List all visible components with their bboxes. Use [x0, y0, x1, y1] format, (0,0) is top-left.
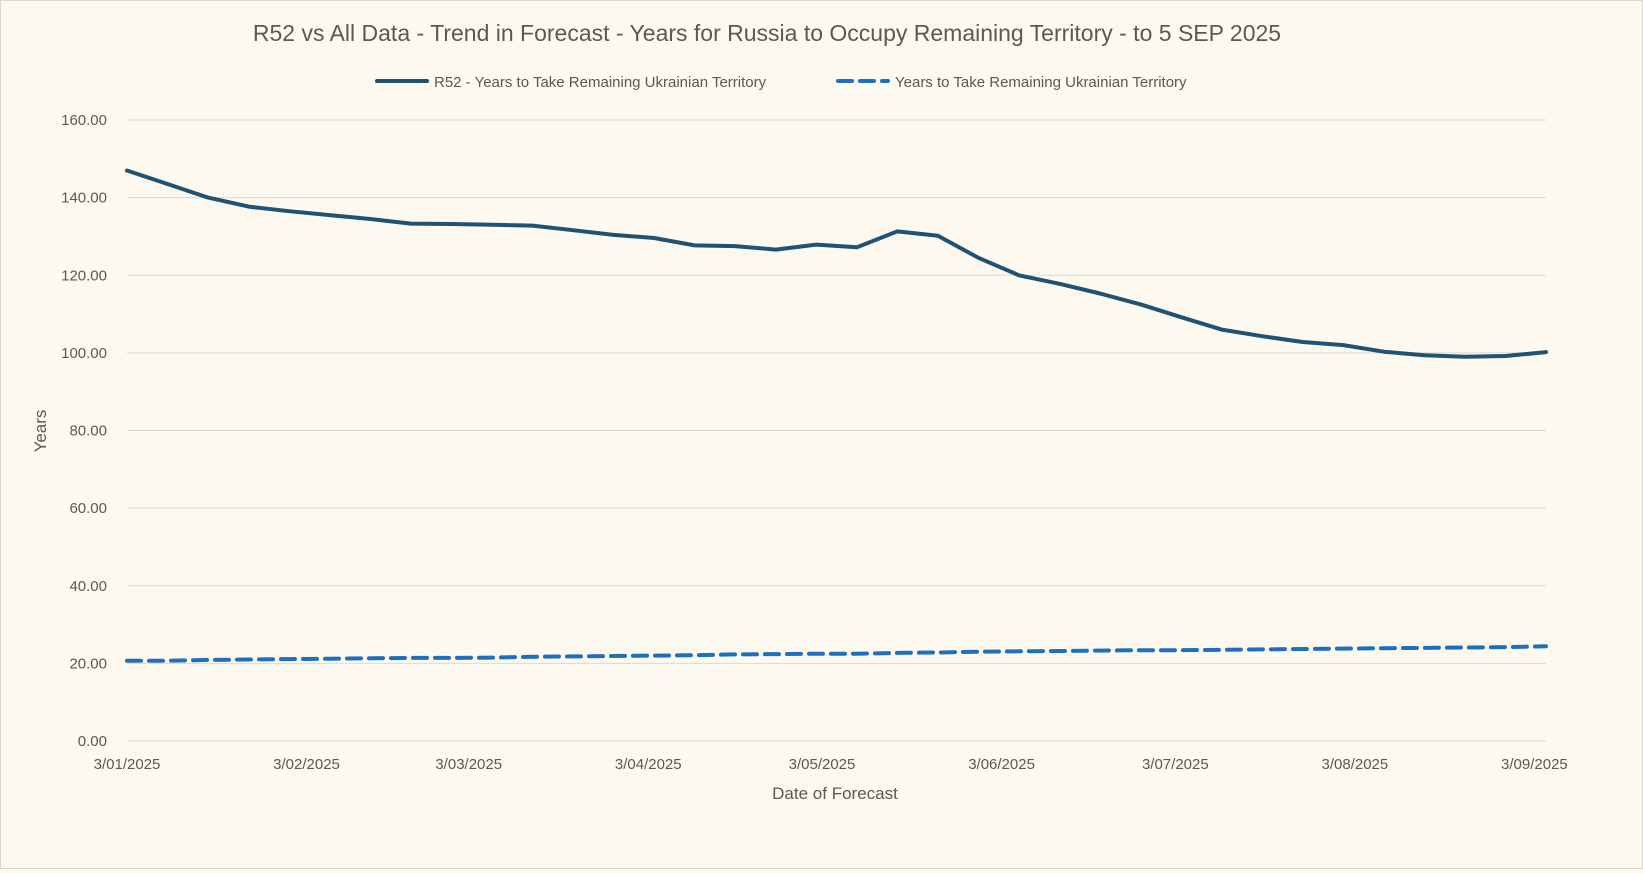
gridlines	[127, 119, 1546, 742]
legend: R52 - Years to Take Remaining Ukrainian …	[375, 74, 1187, 91]
y-tick-label: 100.00	[61, 345, 107, 362]
y-axis-title: Years	[31, 410, 50, 453]
y-tick-label: 20.00	[69, 655, 107, 672]
y-tick-label: 60.00	[69, 500, 107, 517]
x-tick-label: 3/07/2025	[1142, 756, 1209, 773]
series-lines	[125, 168, 1548, 663]
y-tick-label: 0.00	[78, 733, 107, 750]
legend-label-r52: R52 - Years to Take Remaining Ukrainian …	[434, 74, 767, 91]
y-tick-label: 120.00	[61, 267, 107, 284]
chart-title: R52 vs All Data - Trend in Forecast - Ye…	[253, 20, 1281, 46]
x-axis-ticks: 3/01/2025 3/02/2025 3/03/2025 3/04/2025 3/05…	[94, 756, 1568, 773]
series-line-all-data	[125, 644, 1548, 663]
x-tick-label: 3/02/2025	[273, 756, 340, 773]
x-tick-label: 3/06/2025	[968, 756, 1035, 773]
y-axis-ticks: 0.00 20.00 40.00 60.00 80.00 100.00 120.00 140.…	[61, 112, 107, 750]
x-tick-label: 3/01/2025	[94, 756, 161, 773]
x-tick-label: 3/05/2025	[789, 756, 856, 773]
legend-label-all: Years to Take Remaining Ukrainian Territ…	[895, 74, 1187, 91]
x-tick-label: 3/03/2025	[435, 756, 502, 773]
x-axis-title: Date of Forecast	[772, 784, 898, 803]
y-tick-label: 140.00	[61, 190, 107, 207]
y-tick-label: 40.00	[69, 578, 107, 595]
x-tick-label: 3/08/2025	[1322, 756, 1389, 773]
x-tick-label: 3/09/2025	[1501, 756, 1568, 773]
x-tick-label: 3/04/2025	[615, 756, 682, 773]
y-tick-label: 80.00	[69, 423, 107, 440]
y-tick-label: 160.00	[61, 112, 107, 129]
series-line-r52	[125, 168, 1548, 359]
